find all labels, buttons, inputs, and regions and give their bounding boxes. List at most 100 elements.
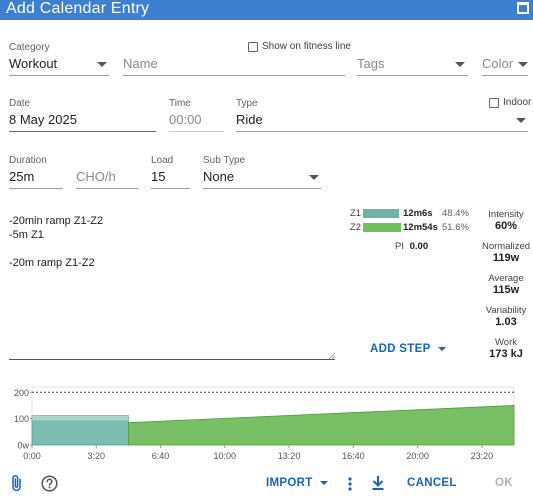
- chevron-down-icon: [97, 62, 107, 67]
- fitness-line-checkbox[interactable]: [248, 42, 258, 52]
- maximize-icon[interactable]: [517, 2, 529, 14]
- pi-value: 0.00: [409, 241, 429, 252]
- zone-time: 12m6s: [403, 208, 433, 219]
- load-underline: [151, 188, 190, 189]
- chevron-down-icon: [516, 118, 526, 123]
- import-button[interactable]: IMPORT: [266, 477, 329, 489]
- date-field[interactable]: 8 May 2025: [9, 111, 156, 133]
- duration-label: Duration: [9, 155, 47, 166]
- stat-label: Variability: [485, 305, 527, 316]
- date-label: Date: [9, 98, 31, 109]
- subtype-value: None: [203, 169, 235, 184]
- paperclip-icon[interactable]: [10, 474, 24, 492]
- chevron-down-icon: [455, 62, 465, 67]
- time-field[interactable]: 00:00: [169, 111, 224, 133]
- stat-label: Normalized: [481, 241, 531, 252]
- stat-normalized: Normalized 119w: [480, 241, 532, 265]
- description-underline: [9, 359, 335, 360]
- date-value: 8 May 2025: [9, 112, 77, 127]
- dialog-titlebar: Add Calendar Entry: [0, 0, 533, 20]
- cho-field[interactable]: CHO/h: [76, 168, 138, 190]
- stat-value: 173 kJ: [489, 348, 523, 360]
- series-area-z2: [128, 405, 515, 446]
- name-field[interactable]: Name: [123, 55, 345, 77]
- indoor-label: Indoor: [503, 97, 532, 108]
- duration-field[interactable]: 25m: [9, 168, 63, 190]
- tags-placeholder: Tags: [357, 56, 385, 71]
- download-icon[interactable]: [371, 475, 385, 491]
- color-underline: [482, 75, 528, 76]
- type-value: Ride: [236, 112, 263, 127]
- category-select[interactable]: Workout: [9, 55, 109, 77]
- indoor-checkbox[interactable]: [489, 98, 499, 108]
- category-value: Workout: [9, 56, 58, 71]
- x-tick-label: 16:40: [342, 451, 365, 461]
- indoor-checkbox-group[interactable]: Indoor: [489, 97, 533, 110]
- cancel-button[interactable]: CANCEL: [407, 477, 457, 489]
- date-underline: [9, 131, 156, 132]
- type-select[interactable]: Ride: [236, 111, 528, 133]
- tags-underline: [357, 75, 468, 76]
- workout-power-chart: 200 100 0w0:00 3:20 6:40 10:00 13:20 16:40 20:00…: [14, 386, 515, 461]
- more-vert-icon[interactable]: [346, 476, 354, 492]
- tags-select[interactable]: Tags: [357, 55, 468, 77]
- load-field[interactable]: 15: [151, 168, 190, 190]
- cho-underline: [76, 188, 138, 189]
- stat-value: 60%: [494, 220, 518, 232]
- category-underline: [9, 75, 109, 76]
- subtype-underline: [203, 188, 321, 189]
- x-tick-label: 13:20: [278, 451, 301, 461]
- chevron-down-icon: [309, 175, 319, 180]
- stat-average: Average 115w: [480, 273, 532, 297]
- fitness-line-checkbox-group[interactable]: Show on fitness line: [248, 41, 358, 54]
- type-underline: [236, 131, 528, 132]
- dialog-title: Add Calendar Entry: [6, 0, 150, 17]
- duration-underline: [9, 188, 63, 189]
- zone-name: Z1: [350, 208, 362, 219]
- stat-value: 115w: [492, 284, 520, 296]
- type-label: Type: [236, 98, 258, 109]
- pi-label: PI: [395, 241, 404, 252]
- chevron-down-icon: [437, 346, 446, 351]
- time-placeholder: 00:00: [169, 112, 202, 127]
- load-label: Load: [151, 155, 174, 166]
- fitness-line-label: Show on fitness line: [262, 41, 351, 52]
- stat-variability: Variability 1.03: [480, 305, 532, 329]
- time-label: Time: [169, 98, 191, 109]
- time-underline: [169, 131, 224, 132]
- help-icon[interactable]: [41, 475, 58, 492]
- zone-percent: 48.4%: [442, 208, 469, 219]
- x-tick-label: 3:20: [88, 451, 106, 461]
- subtype-label: Sub Type: [203, 155, 246, 166]
- color-select[interactable]: Color: [482, 55, 528, 77]
- load-value: 15: [151, 169, 166, 184]
- stat-work: Work 173 kJ: [480, 337, 532, 361]
- name-underline: [123, 75, 345, 76]
- zone-bar: [363, 223, 401, 232]
- add-step-label: ADD STEP: [370, 343, 431, 355]
- series-highlight-band: [32, 415, 129, 421]
- zone-percent: 51.6%: [442, 222, 469, 233]
- stat-label: Work: [495, 337, 517, 348]
- x-tick-label: 23:20: [471, 451, 494, 461]
- stat-value: 1.03: [495, 316, 517, 328]
- pi-readout: PI 0.00: [395, 241, 428, 252]
- y-tick-label: 0w: [17, 441, 29, 451]
- zone-name: Z2: [350, 222, 362, 233]
- subtype-select[interactable]: None: [203, 168, 321, 190]
- cho-placeholder: CHO/h: [76, 169, 116, 184]
- x-tick-label: 10:00: [214, 451, 237, 461]
- workout-description-textarea[interactable]: -20min ramp Z1-Z2 -5m Z1 -20m ramp Z1-Z2: [9, 215, 104, 269]
- ok-button[interactable]: OK: [495, 477, 513, 489]
- stat-label: Average: [488, 273, 524, 284]
- x-tick-label: 20:00: [406, 451, 429, 461]
- import-label: IMPORT: [266, 477, 313, 489]
- duration-value: 25m: [9, 169, 35, 184]
- x-tick-label: 0:00: [23, 451, 41, 461]
- name-placeholder: Name: [123, 56, 158, 71]
- zone-time: 12m54s: [403, 222, 438, 233]
- add-step-button[interactable]: ADD STEP: [370, 343, 446, 355]
- resize-handle-icon[interactable]: [328, 352, 335, 359]
- chevron-down-icon: [320, 480, 329, 485]
- stat-value: 119w: [492, 252, 520, 264]
